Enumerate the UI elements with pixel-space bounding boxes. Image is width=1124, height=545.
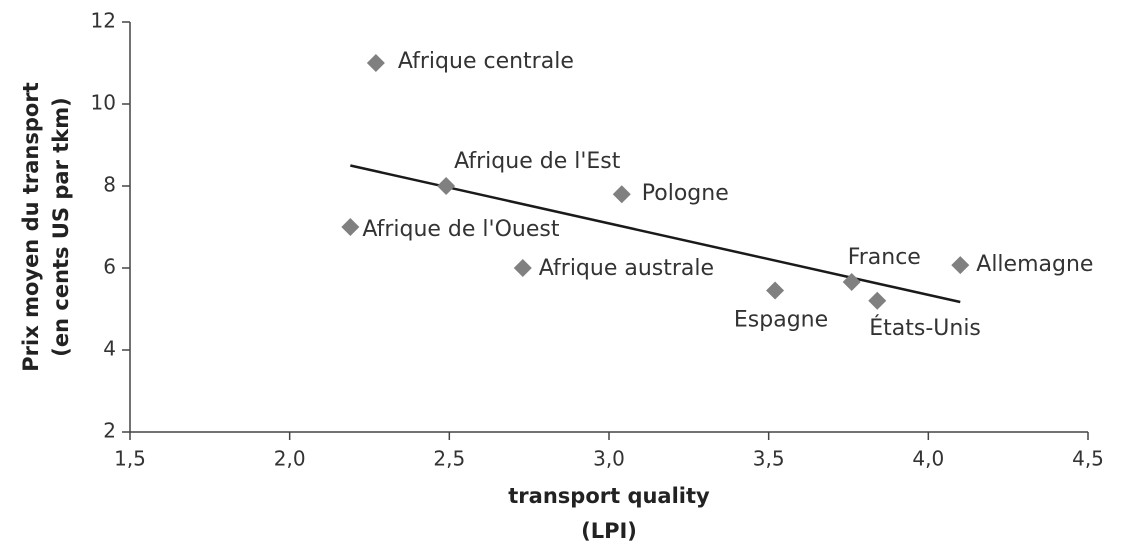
point-label: Afrique australe xyxy=(539,256,714,281)
point-label: Espagne xyxy=(734,308,828,333)
data-point xyxy=(842,272,861,291)
point-label: France xyxy=(848,245,921,270)
x-tick-label: 2,5 xyxy=(433,447,465,471)
point-label: Afrique de l'Est xyxy=(454,149,621,174)
x-tick-label: 2,0 xyxy=(274,447,306,471)
data-point xyxy=(951,256,970,275)
y-axis-label: Prix moyen du transport xyxy=(19,82,43,371)
y-tick-label: 8 xyxy=(103,173,116,197)
y-tick-label: 6 xyxy=(103,255,116,279)
y-axis-label: (en cents US par tkm) xyxy=(49,97,73,356)
x-axis-label: (LPI) xyxy=(581,519,637,543)
data-point xyxy=(612,185,631,204)
data-point xyxy=(868,291,887,310)
x-tick-label: 3,5 xyxy=(753,447,785,471)
data-point xyxy=(437,177,456,195)
y-tick-label: 2 xyxy=(103,419,116,443)
point-label: Allemagne xyxy=(976,252,1093,277)
data-point xyxy=(341,218,360,236)
point-label: États-Unis xyxy=(869,315,981,341)
y-tick-label: 4 xyxy=(103,337,116,361)
y-tick-label: 12 xyxy=(91,9,116,33)
x-axis-label: transport quality xyxy=(508,484,710,508)
data-point xyxy=(513,259,532,277)
x-tick-label: 3,0 xyxy=(593,447,625,471)
x-tick-label: 1,5 xyxy=(114,447,146,471)
data-point xyxy=(766,281,785,300)
x-tick-label: 4,0 xyxy=(912,447,944,471)
y-tick-label: 10 xyxy=(91,91,116,115)
data-point xyxy=(366,54,385,72)
x-tick-label: 4,5 xyxy=(1072,447,1104,471)
point-label: Afrique de l'Ouest xyxy=(362,217,560,242)
point-label: Pologne xyxy=(642,181,729,206)
point-label: Afrique centrale xyxy=(398,49,574,74)
